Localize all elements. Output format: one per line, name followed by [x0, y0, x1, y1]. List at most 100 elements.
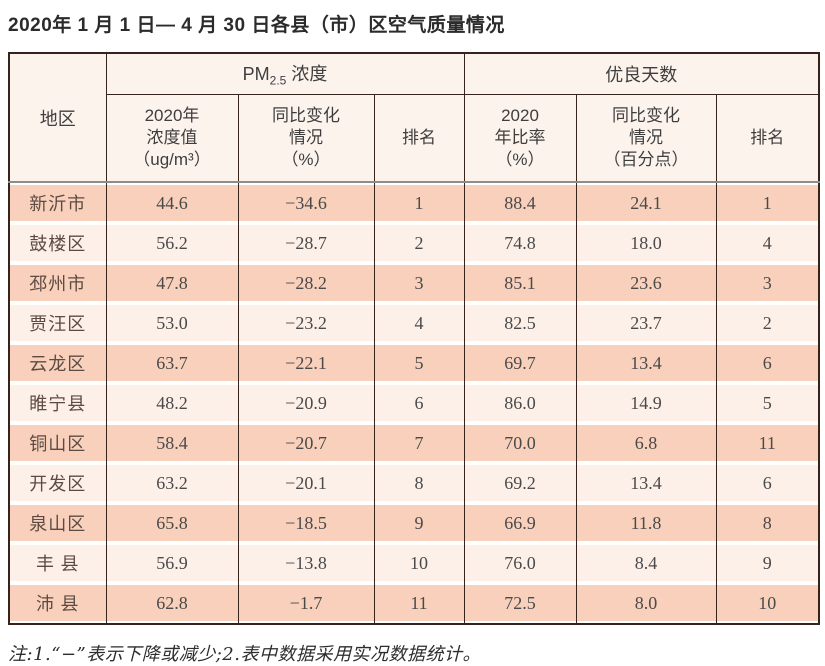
- header-group-row: 地区 PM2.5 浓度 优良天数: [8, 52, 820, 183]
- cell-pm-change: −28.2: [237, 263, 375, 303]
- cell-region: 开发区: [8, 463, 107, 503]
- cell-pm-rank: 7: [373, 423, 465, 463]
- cell-pm-value: 47.8: [105, 263, 239, 303]
- table-row: 铜山区 58.4 −20.7 7 70.0 6.8 11: [8, 423, 820, 463]
- air-quality-table: 地区 PM2.5 浓度 优良天数 2020年 浓度值 （ug/m³） 同比变化 …: [8, 52, 821, 625]
- cell-pm-change: −20.1: [237, 463, 375, 503]
- table-row: 新沂市 44.6 −34.6 1 88.4 24.1 1: [8, 182, 820, 223]
- cell-pm-change: −28.7: [237, 223, 375, 263]
- cell-pm-value: 65.8: [105, 503, 239, 543]
- table-row: 睢宁县 48.2 −20.9 6 86.0 14.9 5: [8, 383, 820, 423]
- cell-good-change: 14.9: [575, 383, 717, 423]
- table-row: 泉山区 65.8 −18.5 9 66.9 11.8 8: [8, 503, 820, 543]
- cell-good-rank: 2: [715, 303, 820, 343]
- header-pm25-group: PM2.5 浓度: [105, 52, 465, 95]
- cell-pm-value: 56.9: [105, 543, 239, 583]
- cell-region: 鼓楼区: [8, 223, 107, 263]
- cell-good-rank: 10: [715, 583, 820, 624]
- header-pm-change: 同比变化 情况 （%）: [237, 94, 375, 183]
- pm25-subscript: 2.5: [269, 73, 287, 88]
- header-pm-rank: 排名: [373, 94, 465, 183]
- cell-pm-change: −23.2: [237, 303, 375, 343]
- cell-region: 贾汪区: [8, 303, 107, 343]
- cell-region: 新沂市: [8, 182, 107, 223]
- cell-pm-change: −20.9: [237, 383, 375, 423]
- cell-good-change: 8.0: [575, 583, 717, 624]
- cell-pm-rank: 4: [373, 303, 465, 343]
- table-row: 沛 县 62.8 −1.7 11 72.5 8.0 10: [8, 583, 820, 624]
- table-row: 开发区 63.2 −20.1 8 69.2 13.4 6: [8, 463, 820, 503]
- cell-pm-change: −13.8: [237, 543, 375, 583]
- cell-region: 云龙区: [8, 343, 107, 383]
- cell-pm-change: −20.7: [237, 423, 375, 463]
- cell-region: 丰 县: [8, 543, 107, 583]
- cell-region: 睢宁县: [8, 383, 107, 423]
- cell-good-change: 8.4: [575, 543, 717, 583]
- page-title: 2020年 1 月 1 日— 4 月 30 日各县（市）区空气质量情况: [8, 15, 505, 36]
- cell-good-rank: 6: [715, 463, 820, 503]
- cell-good-rank: 9: [715, 543, 820, 583]
- table-row: 鼓楼区 56.2 −28.7 2 74.8 18.0 4: [8, 223, 820, 263]
- cell-pm-rank: 3: [373, 263, 465, 303]
- cell-good-ratio: 88.4: [463, 182, 577, 223]
- cell-pm-change: −1.7: [237, 583, 375, 624]
- cell-good-ratio: 69.2: [463, 463, 577, 503]
- cell-good-ratio: 86.0: [463, 383, 577, 423]
- cell-good-rank: 11: [715, 423, 820, 463]
- cell-good-change: 11.8: [575, 503, 717, 543]
- cell-pm-rank: 2: [373, 223, 465, 263]
- cell-good-change: 6.8: [575, 423, 717, 463]
- pm25-label-suffix: 浓度: [286, 64, 328, 85]
- cell-region: 泉山区: [8, 503, 107, 543]
- cell-good-change: 23.6: [575, 263, 717, 303]
- header-good-change: 同比变化 情况 （百分点）: [575, 94, 717, 183]
- cell-good-change: 24.1: [575, 182, 717, 223]
- cell-pm-rank: 8: [373, 463, 465, 503]
- cell-pm-value: 63.2: [105, 463, 239, 503]
- cell-pm-value: 53.0: [105, 303, 239, 343]
- header-sub-row: 2020年 浓度值 （ug/m³） 同比变化 情况 （%） 排名 2020 年比…: [9, 94, 820, 183]
- cell-good-change: 13.4: [575, 463, 717, 503]
- cell-pm-rank: 10: [373, 543, 465, 583]
- cell-region: 沛 县: [8, 583, 107, 624]
- header-good-rank: 排名: [715, 94, 820, 183]
- cell-pm-rank: 11: [373, 583, 465, 624]
- header-region: 地区: [8, 52, 107, 183]
- cell-good-change: 18.0: [575, 223, 717, 263]
- header-good-ratio: 2020 年比率 （%）: [463, 94, 577, 183]
- cell-pm-change: −34.6: [237, 182, 375, 223]
- pm25-label: PM: [242, 64, 270, 85]
- footnote: 注:1.“−”表示下降或减少;2.表中数据采用实况数据统计。: [8, 644, 481, 665]
- cell-good-ratio: 70.0: [463, 423, 577, 463]
- cell-good-ratio: 85.1: [463, 263, 577, 303]
- cell-good-ratio: 69.7: [463, 343, 577, 383]
- cell-good-change: 13.4: [575, 343, 717, 383]
- cell-good-rank: 5: [715, 383, 820, 423]
- cell-good-rank: 4: [715, 223, 820, 263]
- cell-pm-value: 48.2: [105, 383, 239, 423]
- cell-region: 邳州市: [8, 263, 107, 303]
- cell-good-ratio: 66.9: [463, 503, 577, 543]
- cell-region: 铜山区: [8, 423, 107, 463]
- cell-pm-change: −18.5: [237, 503, 375, 543]
- header-good-days-group: 优良天数: [463, 52, 820, 95]
- cell-pm-rank: 1: [373, 182, 465, 223]
- table-row: 云龙区 63.7 −22.1 5 69.7 13.4 6: [8, 343, 820, 383]
- cell-good-rank: 1: [715, 182, 820, 223]
- table-row: 丰 县 56.9 −13.8 10 76.0 8.4 9: [8, 543, 820, 583]
- cell-good-ratio: 72.5: [463, 583, 577, 624]
- cell-pm-change: −22.1: [237, 343, 375, 383]
- cell-pm-value: 63.7: [105, 343, 239, 383]
- cell-good-ratio: 76.0: [463, 543, 577, 583]
- header-pm-value: 2020年 浓度值 （ug/m³）: [105, 94, 239, 183]
- cell-good-change: 23.7: [575, 303, 717, 343]
- cell-pm-rank: 5: [373, 343, 465, 383]
- cell-pm-value: 44.6: [105, 182, 239, 223]
- cell-pm-rank: 9: [373, 503, 465, 543]
- cell-good-rank: 8: [715, 503, 820, 543]
- cell-pm-rank: 6: [373, 383, 465, 423]
- cell-good-rank: 6: [715, 343, 820, 383]
- cell-pm-value: 62.8: [105, 583, 239, 624]
- cell-good-ratio: 74.8: [463, 223, 577, 263]
- table-row: 贾汪区 53.0 −23.2 4 82.5 23.7 2: [8, 303, 820, 343]
